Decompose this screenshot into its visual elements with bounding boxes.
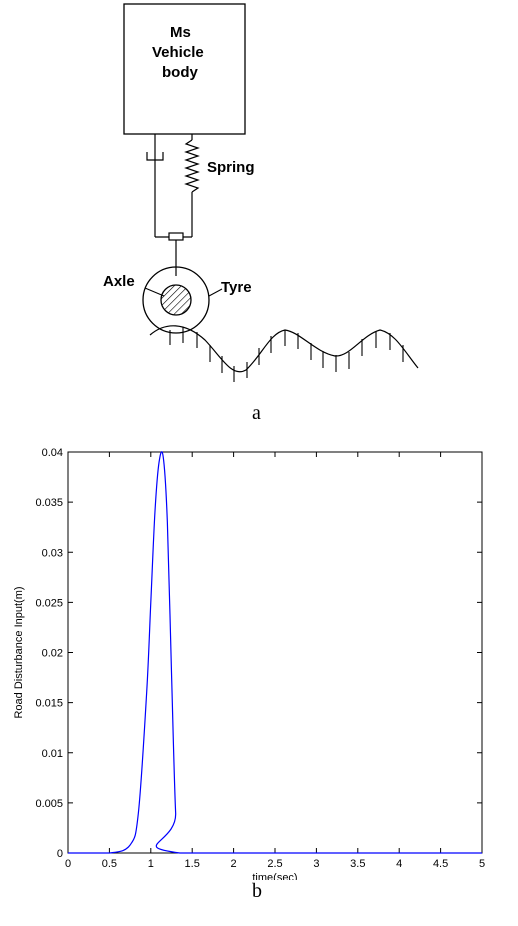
x-tick-label: 3 [313, 858, 319, 870]
x-tick-label: 2 [231, 858, 237, 870]
y-tick-label: 0.025 [35, 597, 63, 609]
vehicle-body-label-1: Ms [170, 24, 191, 41]
x-tick-label: 1 [148, 858, 154, 870]
panel-label-a: a [252, 402, 261, 424]
y-tick-label: 0.015 [35, 698, 63, 710]
y-tick-label: 0.02 [42, 648, 63, 660]
y-tick-label: 0 [57, 848, 63, 860]
x-tick-label: 4.5 [433, 858, 448, 870]
y-tick-label: 0.005 [35, 798, 63, 810]
x-axis-label: time(sec) [252, 872, 297, 880]
tyre-label: Tyre [221, 279, 252, 296]
y-tick-label: 0.01 [42, 748, 63, 760]
spring-label: Spring [207, 159, 255, 176]
x-tick-label: 4 [396, 858, 402, 870]
x-tick-label: 2.5 [267, 858, 282, 870]
panel-label-b: b [252, 880, 262, 902]
disturbance-series-line [67, 451, 482, 854]
plot-frame [67, 451, 483, 854]
spring [184, 134, 200, 237]
road-hatching [169, 327, 404, 382]
axle [160, 284, 192, 316]
damper [146, 134, 192, 238]
axle-label: Axle [103, 273, 135, 290]
road-profile [149, 325, 419, 373]
vehicle-body-label-3: body [162, 64, 198, 81]
x-tick-label: 0.5 [102, 858, 117, 870]
y-tick-label: 0.04 [42, 447, 63, 459]
y-tick-label: 0.035 [35, 497, 63, 509]
road-disturbance-chart: 0 0.5 1 1.5 2 2.5 3 3.5 4 4.5 5 0 0.005 0.01 0.015 0.02… [13, 447, 485, 880]
x-tick-label: 5 [479, 858, 485, 870]
y-axis-label: Road Disturbance Input(m) [13, 586, 25, 718]
vehicle-body-box [123, 3, 246, 135]
quarter-car-diagram: Ms Vehicle body Spring Axle Tyre [103, 3, 419, 382]
tyre [142, 266, 210, 334]
x-tick-label: 1.5 [185, 858, 200, 870]
y-tick-label: 0.03 [42, 547, 63, 559]
x-tick-label: 3.5 [350, 858, 365, 870]
axle-connector [168, 232, 184, 241]
x-tick-label: 0 [65, 858, 71, 870]
vehicle-body-label-2: Vehicle [152, 44, 204, 61]
